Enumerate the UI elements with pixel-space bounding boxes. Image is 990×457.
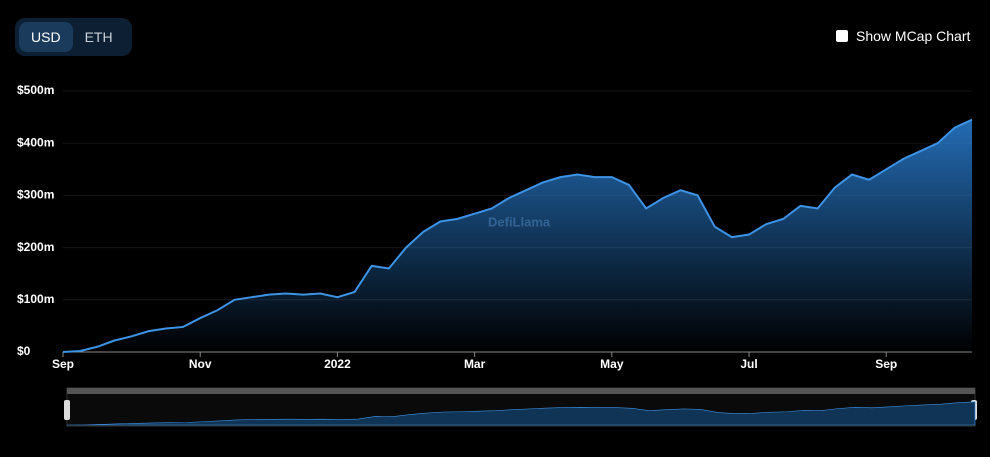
y-tick-label: $400m <box>17 135 54 149</box>
area <box>63 119 972 353</box>
mcap-label: Show MCap Chart <box>856 28 971 44</box>
x-tick-label: Nov <box>189 357 212 371</box>
eth-button[interactable]: ETH <box>84 29 113 45</box>
x-tick-label: Sep <box>875 357 897 371</box>
y-tick-label: $200m <box>17 240 54 254</box>
brush-bar[interactable] <box>67 388 975 394</box>
x-tick-label: May <box>600 357 624 371</box>
brush-handle-left[interactable] <box>64 400 70 420</box>
y-tick-label: $0 <box>17 344 31 358</box>
x-tick-label: 2022 <box>324 357 351 371</box>
y-tick-label: $300m <box>17 188 54 202</box>
currency-toggle: USD ETH <box>15 18 132 56</box>
mcap-checkbox[interactable]: Show MCap Chart <box>836 28 970 44</box>
x-tick-label: Jul <box>740 357 757 371</box>
navigator-area <box>66 401 976 426</box>
checkbox[interactable] <box>836 30 848 42</box>
y-tick-label: $100m <box>17 292 54 306</box>
x-tick-label: Mar <box>464 357 486 371</box>
line <box>62 118 973 353</box>
usd-button[interactable]: USD <box>19 22 73 52</box>
y-tick-label: $500m <box>17 83 54 97</box>
x-tick-label: Sep <box>52 357 74 371</box>
